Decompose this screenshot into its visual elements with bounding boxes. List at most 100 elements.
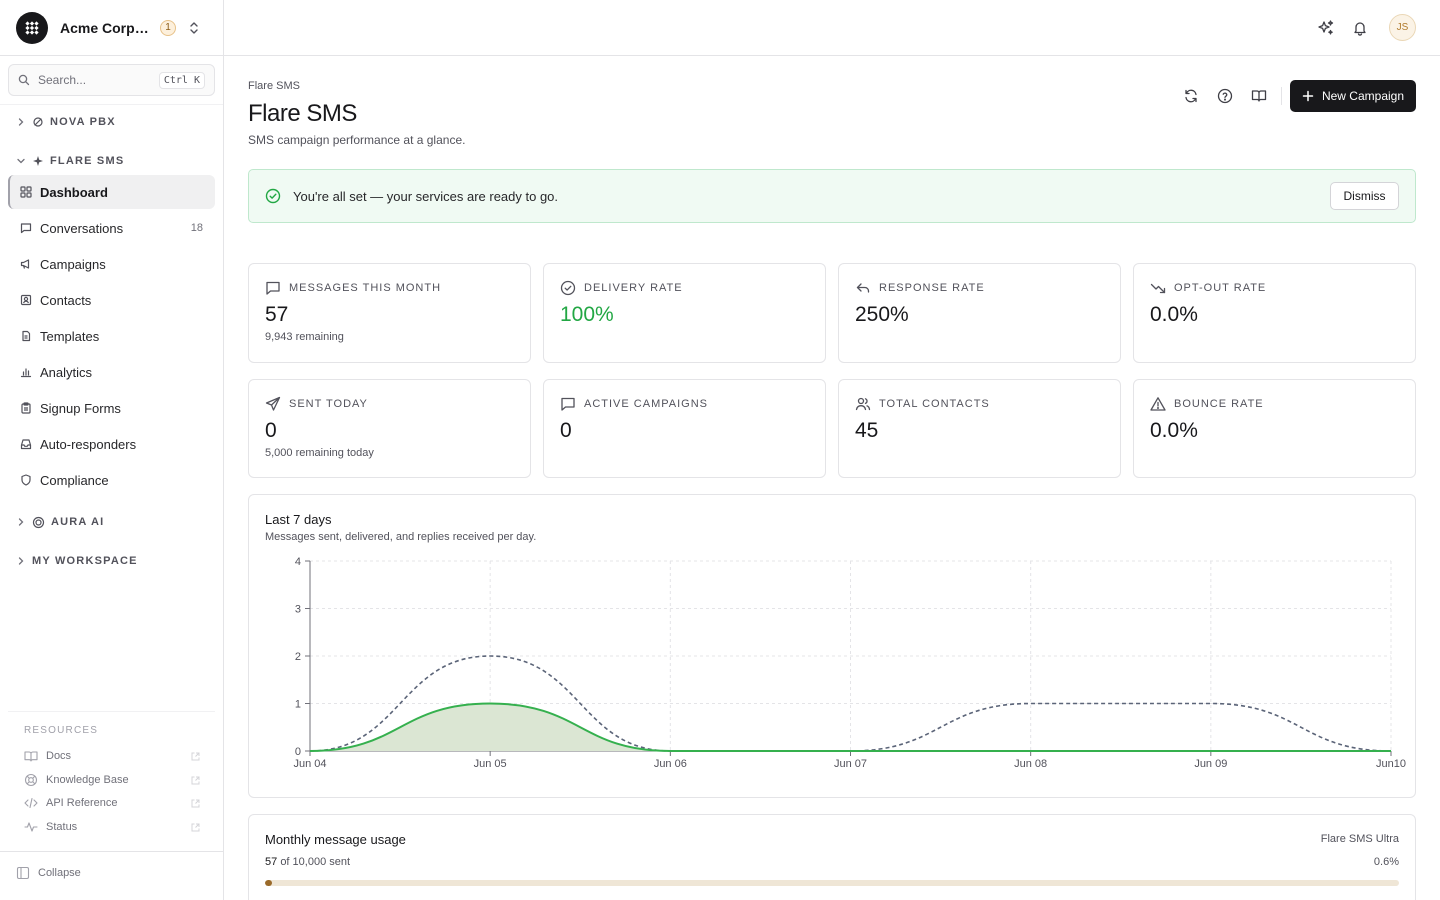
book-open-icon[interactable]	[1249, 86, 1269, 106]
usage-count: 57 of 10,000 sent	[265, 856, 350, 868]
sidebar-item-dashboard[interactable]: Dashboard	[8, 175, 215, 209]
help-icon[interactable]	[1215, 86, 1235, 106]
sidebar-item-campaigns[interactable]: Campaigns	[8, 247, 215, 281]
nav-group-label: NOVA PBX	[50, 116, 116, 128]
external-link-icon	[191, 799, 200, 808]
resource-link-api-reference[interactable]: API Reference	[24, 794, 200, 812]
sidebar-item-label: Dashboard	[40, 184, 108, 200]
sidebar: Acme Corporation 1 Search... Ctrl K NOVA…	[0, 0, 224, 900]
sidebar-item-analytics[interactable]: Analytics	[8, 355, 215, 389]
resources-title: RESOURCES	[24, 725, 99, 736]
ai-sparkles-icon[interactable]	[1314, 16, 1338, 40]
stat-card-messages-this-month: MESSAGES THIS MONTH 57 9,943 remaining	[248, 263, 531, 363]
refresh-icon[interactable]	[1181, 86, 1201, 106]
org-switcher[interactable]: Acme Corporation 1	[0, 0, 223, 56]
y-tick-label: 2	[295, 651, 301, 663]
divider	[1281, 87, 1282, 105]
external-link-icon	[191, 823, 200, 832]
phone-network-icon	[32, 116, 44, 128]
series-line-0	[309, 655, 1392, 752]
nav-group-label: MY WORKSPACE	[32, 555, 138, 567]
chevrons-up-down-icon[interactable]	[188, 21, 200, 35]
shield-icon	[20, 474, 32, 486]
sidebar-item-auto-responders[interactable]: Auto-responders	[8, 427, 215, 461]
resource-label: API Reference	[46, 797, 118, 809]
nav-group-nova-pbx[interactable]: NOVA PBX	[16, 112, 116, 132]
sidebar-item-label: Contacts	[40, 292, 92, 308]
usage-progress-bar	[265, 880, 1399, 886]
stat-card-response-rate: RESPONSE RATE 250%	[838, 263, 1121, 363]
nav-group-aura-ai[interactable]: AURA AI	[16, 512, 104, 532]
trending-down-icon	[1150, 280, 1166, 296]
stat-label: ACTIVE CAMPAIGNS	[584, 398, 708, 410]
contacts-icon	[20, 294, 32, 306]
x-tick-label: Jun 05	[474, 758, 507, 770]
page-title: Flare SMS	[248, 100, 357, 127]
sidebar-item-templates[interactable]: Templates	[8, 319, 215, 353]
divider	[8, 711, 215, 712]
page-subtitle: SMS campaign performance at a glance.	[248, 133, 466, 147]
chevron-down-icon	[16, 156, 26, 166]
x-tick-label: Jun 04	[293, 758, 326, 770]
collapse-label: Collapse	[38, 867, 81, 879]
stat-value: 100%	[560, 303, 614, 326]
sidebar-item-compliance[interactable]: Compliance	[8, 463, 215, 497]
usage-percent: 0.6%	[1373, 856, 1399, 868]
stat-subtext: 9,943 remaining	[265, 331, 344, 343]
nav-group-flare-sms[interactable]: FLARE SMS	[16, 151, 124, 171]
user-avatar[interactable]: JS	[1389, 14, 1416, 41]
book-icon	[24, 750, 38, 762]
sidebar-collapse-icon	[16, 866, 30, 880]
y-tick-label: 4	[295, 556, 301, 568]
bar-chart-icon	[20, 366, 32, 378]
divider	[0, 851, 223, 852]
check-circle-icon	[265, 188, 281, 204]
stat-card-bounce-rate: BOUNCE RATE 0.0%	[1133, 379, 1416, 478]
chevron-right-icon	[16, 517, 26, 527]
target-icon	[32, 516, 45, 529]
conversations-count: 18	[190, 222, 203, 234]
stat-value: 0.0%	[1150, 303, 1198, 326]
sidebar-item-contacts[interactable]: Contacts	[8, 283, 215, 317]
external-link-icon	[191, 752, 200, 761]
stat-label: BOUNCE RATE	[1174, 398, 1264, 410]
resource-link-docs[interactable]: Docs	[24, 747, 200, 765]
dashboard-icon	[20, 186, 32, 198]
success-banner: You're all set — your services are ready…	[248, 169, 1416, 223]
resource-link-knowledge-base[interactable]: Knowledge Base	[24, 771, 200, 789]
sidebar-item-label: Compliance	[40, 472, 109, 488]
series-area-1	[310, 703, 1391, 751]
chevron-right-icon	[16, 556, 26, 566]
stat-value: 0	[265, 419, 277, 442]
nav-group-my-workspace[interactable]: MY WORKSPACE	[16, 551, 138, 571]
resource-label: Status	[46, 821, 78, 833]
sidebar-item-label: Templates	[40, 328, 100, 344]
org-badge: 1	[160, 19, 176, 36]
sidebar-item-signup-forms[interactable]: Signup Forms	[8, 391, 215, 425]
resource-link-status[interactable]: Status	[24, 818, 200, 836]
collapse-sidebar-button[interactable]: Collapse	[16, 866, 81, 880]
new-campaign-button[interactable]: New Campaign	[1290, 80, 1416, 112]
x-tick-label: Jun 09	[1194, 758, 1227, 770]
dismiss-button[interactable]: Dismiss	[1330, 182, 1399, 210]
megaphone-icon	[20, 258, 32, 270]
plus-icon	[1302, 90, 1314, 102]
org-name: Acme Corporation	[60, 19, 152, 36]
sidebar-item-conversations[interactable]: Conversations 18	[8, 211, 215, 245]
sidebar-item-label: Auto-responders	[40, 436, 137, 452]
y-tick-label: 3	[295, 604, 301, 616]
message-square-icon	[560, 396, 576, 412]
new-campaign-label: New Campaign	[1321, 89, 1405, 103]
usage-used: 57	[265, 856, 278, 868]
search-input[interactable]: Search...	[38, 73, 87, 87]
sidebar-item-label: Conversations	[40, 220, 124, 236]
search-box[interactable]: Search... Ctrl K	[8, 64, 215, 96]
x-tick-label: Jun 07	[834, 758, 867, 770]
banner-message: You're all set — your services are ready…	[293, 188, 559, 204]
clipboard-icon	[20, 402, 32, 414]
bell-icon[interactable]	[1348, 16, 1372, 40]
stat-label: MESSAGES THIS MONTH	[289, 282, 442, 294]
sidebar-item-label: Campaigns	[40, 256, 106, 272]
chat-icon	[20, 222, 32, 234]
series-line-1	[309, 702, 1391, 752]
